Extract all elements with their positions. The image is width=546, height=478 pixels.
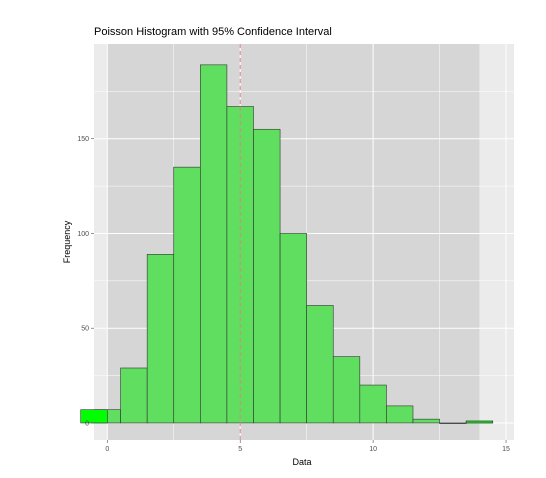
histogram-bar	[386, 405, 414, 424]
histogram-bar	[173, 166, 201, 424]
y-tick-label: 100	[77, 231, 89, 238]
x-tick-label: 5	[238, 446, 242, 453]
chart-title: Poisson Histogram with 95% Confidence In…	[94, 26, 332, 38]
histogram-bar	[439, 422, 467, 424]
y-tick-label: 50	[81, 326, 89, 333]
y-tick-label: 150	[77, 136, 89, 143]
histogram-bar	[120, 367, 148, 424]
histogram-bar	[200, 64, 228, 424]
histogram-bar	[332, 356, 361, 424]
y-tick-label: 0	[85, 420, 89, 427]
y-axis-ticks: 0 50 100 150	[77, 136, 94, 427]
x-axis-title: Data	[292, 457, 311, 467]
x-tick-label: 10	[369, 446, 377, 453]
x-tick-label: 0	[105, 446, 109, 453]
histogram-bar	[412, 418, 440, 424]
x-axis-ticks: 0 5 10 15	[105, 440, 510, 453]
histogram-bar	[279, 233, 307, 424]
histogram-bar	[306, 305, 334, 424]
histogram-bar	[359, 384, 387, 424]
x-tick-label: 15	[502, 446, 510, 453]
histogram-bar	[253, 128, 281, 424]
histogram-bars	[80, 64, 494, 424]
highlighted-bar	[465, 420, 494, 424]
histogram-bar	[146, 254, 175, 424]
y-axis-title: Frequency	[62, 220, 72, 263]
